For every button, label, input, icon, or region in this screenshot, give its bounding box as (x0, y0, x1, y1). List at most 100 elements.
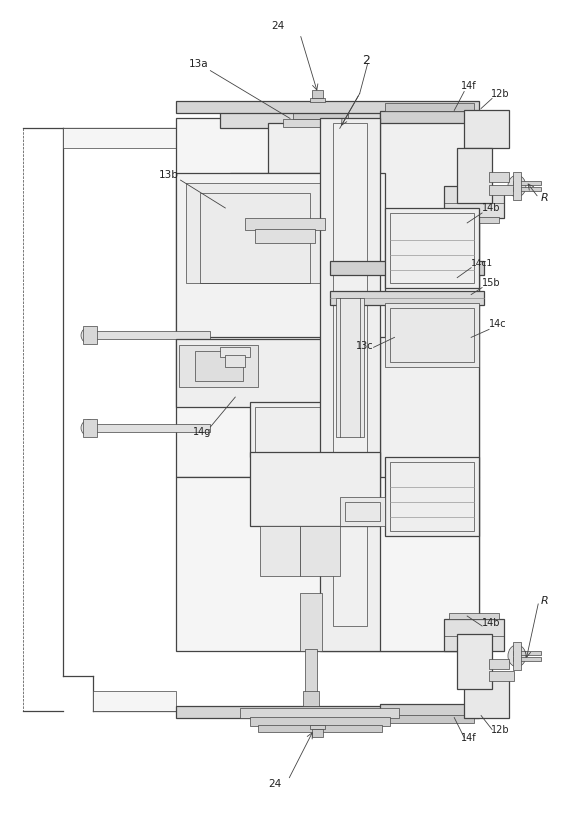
Bar (457, 634, 492, 689)
Bar (449, 613, 499, 619)
Bar (489, 185, 514, 195)
Bar (195, 351, 243, 381)
Bar (444, 186, 504, 218)
Bar (310, 98, 325, 103)
Bar (310, 724, 325, 729)
Text: 24: 24 (272, 21, 285, 31)
Bar (96, 424, 210, 432)
Polygon shape (236, 437, 290, 457)
Bar (250, 196, 395, 208)
Bar (389, 308, 474, 362)
Bar (83, 327, 97, 344)
Bar (380, 704, 479, 715)
Bar (340, 496, 385, 527)
Bar (250, 452, 380, 527)
Bar (250, 402, 335, 457)
Text: 13b: 13b (159, 170, 178, 180)
Bar (320, 118, 380, 651)
Bar (513, 642, 521, 670)
Bar (220, 111, 479, 128)
Bar (175, 173, 385, 337)
Circle shape (270, 399, 290, 419)
Circle shape (301, 402, 315, 416)
Text: 14b: 14b (482, 203, 501, 213)
Bar (258, 724, 381, 733)
Bar (255, 407, 330, 453)
Ellipse shape (508, 175, 526, 197)
Bar (312, 729, 323, 738)
Bar (464, 680, 509, 718)
Bar (283, 119, 358, 127)
Text: 14f: 14f (461, 80, 477, 90)
Bar (385, 208, 479, 288)
Bar (201, 193, 310, 283)
Polygon shape (260, 457, 325, 476)
Text: 14b: 14b (482, 618, 501, 628)
Bar (175, 705, 479, 718)
Bar (300, 593, 322, 651)
Polygon shape (215, 313, 245, 329)
Bar (250, 716, 389, 725)
Bar (385, 457, 479, 537)
Bar (330, 261, 484, 275)
Bar (255, 229, 315, 243)
Text: 2: 2 (361, 55, 370, 67)
Bar (245, 218, 325, 230)
Bar (83, 419, 97, 437)
Bar (312, 89, 323, 98)
Bar (175, 102, 479, 113)
Circle shape (290, 219, 300, 229)
Bar (178, 346, 258, 387)
Text: R: R (541, 193, 549, 203)
Bar (464, 111, 509, 148)
Bar (230, 173, 415, 188)
Text: R: R (541, 596, 549, 606)
Bar (300, 527, 340, 576)
Bar (389, 461, 474, 532)
Text: 14c1: 14c1 (471, 259, 493, 268)
Bar (240, 708, 399, 718)
Text: 12b: 12b (491, 88, 510, 98)
Bar (260, 527, 300, 576)
Bar (513, 172, 521, 200)
Bar (63, 128, 175, 148)
Bar (489, 671, 514, 681)
Bar (303, 691, 319, 705)
Bar (336, 298, 364, 437)
Bar (96, 332, 210, 339)
Bar (513, 181, 541, 185)
Bar (489, 659, 509, 669)
Text: 13c: 13c (356, 342, 373, 351)
Circle shape (410, 332, 424, 346)
Bar (444, 619, 504, 651)
Bar (305, 649, 317, 693)
Bar (380, 112, 479, 123)
Bar (185, 183, 325, 283)
Bar (220, 347, 250, 357)
Bar (449, 217, 499, 223)
Text: 24: 24 (268, 779, 282, 789)
Bar (513, 657, 541, 661)
Bar (389, 213, 474, 283)
Bar (380, 108, 479, 651)
Bar (175, 339, 330, 407)
Bar (385, 103, 474, 112)
Text: 15b: 15b (482, 278, 501, 288)
Circle shape (81, 420, 97, 436)
Bar (513, 651, 541, 655)
Bar (236, 104, 464, 111)
Bar (513, 187, 541, 191)
Bar (489, 172, 509, 182)
Bar (457, 148, 492, 203)
Text: 14g: 14g (192, 427, 211, 437)
Ellipse shape (508, 645, 526, 667)
Bar (93, 691, 175, 710)
Circle shape (81, 327, 97, 343)
Bar (225, 356, 245, 367)
Bar (245, 186, 399, 198)
Bar (385, 303, 479, 367)
Bar (293, 113, 347, 119)
Bar (330, 290, 484, 304)
Bar (175, 476, 479, 651)
Text: 14f: 14f (461, 734, 477, 743)
